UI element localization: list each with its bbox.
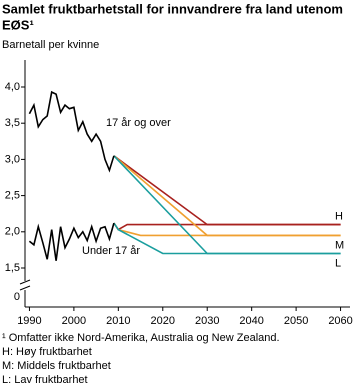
note: L: Lav fruktbarhet [2,374,88,386]
series-label: Under 17 år [82,245,140,257]
chart-title: EØS¹ [2,17,34,32]
line [28,90,115,173]
x-tick-label: 2020 [151,315,175,327]
y-tick-label: 3,0 [5,153,20,165]
series-label: 17 år og over [106,117,171,129]
note: M: Middels fruktbarhet [2,360,111,372]
x-tick-label: 2040 [239,315,263,327]
scenario-label: L [335,257,341,269]
y-break-label: 0 [14,291,20,303]
y-tick-label: 1,5 [5,262,20,274]
y-tick-label: 3,5 [5,117,20,129]
x-tick-label: 2030 [195,315,219,327]
scenario-label: H [335,210,343,222]
note: H: Høy fruktbarhet [2,346,92,358]
axis-break [19,285,31,291]
line [28,222,115,261]
projection-line [113,155,341,255]
y-tick-label: 2,0 [5,226,20,238]
x-tick-label: 2050 [284,315,308,327]
axis-break [19,279,31,285]
note: ¹ Omfatter ikke Nord-Amerika, Australia … [2,332,280,344]
y-axis-label: Barnetall per kvinne [2,39,99,51]
projection-line [113,155,341,226]
x-tick-label: 2010 [106,315,130,327]
y-tick-label: 2,5 [5,190,20,202]
scenario-label: M [335,239,344,251]
x-tick-label: 2060 [328,315,352,327]
x-tick-label: 2000 [62,315,86,327]
y-tick-label: 4,0 [5,81,20,93]
x-tick-label: 1990 [17,315,41,327]
chart-title: Samlet fruktbarhetstall for innvandrere … [2,1,343,16]
projection-line [113,222,341,231]
projection-line [113,155,341,237]
projection-line [113,222,341,255]
